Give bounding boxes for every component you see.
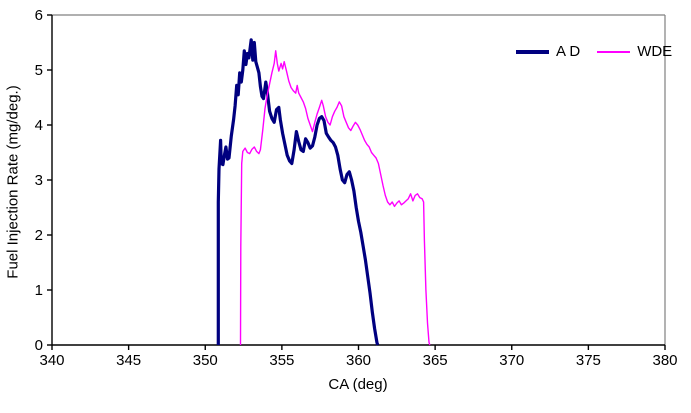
x-tick-label: 340	[39, 352, 64, 369]
x-tick-label: 380	[652, 352, 677, 369]
x-tick-label: 365	[423, 352, 448, 369]
y-tick-label: 1	[35, 282, 43, 299]
legend-label-ad: A D	[556, 43, 581, 60]
y-tick-label: 2	[35, 227, 43, 244]
x-tick-label: 350	[193, 352, 218, 369]
series-line-wde	[239, 50, 431, 346]
legend-item-wde: WDE	[597, 44, 672, 60]
x-tick-label: 355	[269, 352, 294, 369]
y-tick-label: 3	[35, 172, 43, 189]
y-tick-label: 5	[35, 62, 43, 79]
x-tick-label: 370	[499, 352, 524, 369]
y-tick-label: 4	[35, 117, 43, 134]
y-tick-label: 0	[35, 337, 43, 354]
ad-series-line-swatch	[516, 50, 549, 54]
legend-item-ad: A D	[516, 44, 580, 60]
y-tick-label: 6	[35, 7, 43, 24]
y-axis-title: Fuel Injection Rate (mg/deg.)	[4, 85, 22, 279]
series-line-ad	[216, 38, 380, 346]
wde-series-line-swatch	[597, 51, 631, 53]
x-tick-label: 375	[576, 352, 601, 369]
x-tick-label: 345	[116, 352, 141, 369]
legend-label-wde: WDE	[637, 43, 673, 60]
legend: A D WDE	[516, 44, 672, 60]
x-axis-title: CA (deg)	[328, 376, 388, 393]
x-tick-label: 360	[346, 352, 371, 369]
